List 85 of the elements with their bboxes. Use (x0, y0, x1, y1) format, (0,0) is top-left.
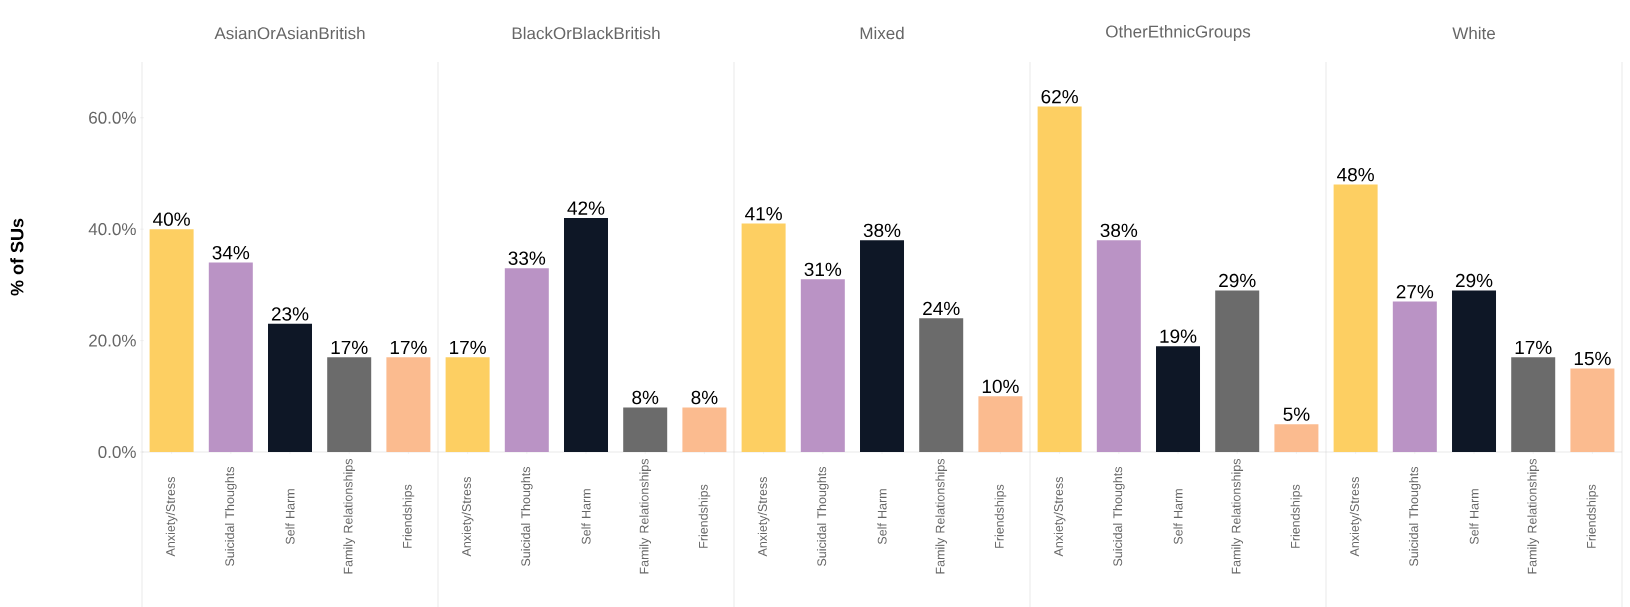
x-tick-label: Anxiety/Stress (1053, 477, 1066, 557)
bar (445, 357, 490, 452)
y-tick-label: 60.0% (89, 111, 136, 124)
data-label: 27% (1396, 285, 1434, 299)
data-label: 10% (982, 379, 1019, 394)
bar (327, 357, 372, 452)
bar (1511, 357, 1556, 452)
x-tick-label: Friendships (1586, 484, 1599, 548)
bar (504, 268, 549, 452)
data-label: 41% (745, 207, 782, 221)
x-tick-label: Suicidal Thoughts (1408, 466, 1421, 566)
bar (1274, 424, 1319, 452)
bar (386, 357, 431, 452)
x-tick-label: Suicidal Thoughts (816, 466, 829, 566)
data-label: 24% (923, 301, 960, 316)
data-label: 17% (331, 340, 368, 355)
data-label: 62% (1041, 89, 1078, 104)
data-label: 31% (804, 262, 842, 277)
bar (1215, 290, 1260, 452)
bar (623, 407, 668, 452)
x-tick-label: Family Relationships (1527, 458, 1540, 574)
bar (564, 218, 608, 452)
bar (1096, 240, 1141, 452)
chart-title: AsianOrAsianBritish (214, 26, 365, 40)
x-tick-label: Friendships (402, 484, 415, 548)
x-tick-label: Self Harm (877, 489, 887, 545)
y-axis-title: % of SUs (10, 218, 24, 296)
chart-title: Mixed (860, 26, 904, 40)
data-label: 5% (1283, 407, 1310, 421)
bar (1452, 290, 1497, 452)
x-tick-label: Self Harm (285, 489, 295, 545)
chart-title: White (1452, 26, 1495, 40)
data-label: 8% (632, 390, 659, 405)
x-tick-label: Anxiety/Stress (461, 477, 474, 557)
data-label: 17% (390, 340, 427, 355)
x-tick-label: Friendships (1290, 484, 1303, 548)
data-label: 23% (271, 307, 309, 321)
x-tick-label: Family Relationships (935, 458, 948, 574)
bar (1392, 301, 1437, 452)
data-label: 48% (1337, 167, 1374, 182)
data-label: 34% (212, 245, 250, 260)
data-label: 17% (450, 340, 486, 355)
x-tick-label: Anxiety/Stress (1349, 477, 1362, 557)
chart-title: BlackOrBlackBritish (512, 26, 660, 40)
bar (1333, 184, 1378, 452)
data-label: 19% (1160, 329, 1197, 343)
bar (268, 323, 312, 452)
x-tick-label: Friendships (994, 484, 1007, 548)
bar (682, 407, 727, 452)
x-tick-label: Anxiety/Stress (165, 477, 178, 557)
data-label: 29% (1455, 273, 1493, 288)
x-tick-label: Family Relationships (639, 458, 652, 574)
x-tick-label: Self Harm (581, 489, 591, 545)
data-label: 38% (863, 223, 901, 238)
bar (1156, 346, 1201, 452)
bar (149, 229, 194, 452)
data-label: 17% (1515, 340, 1552, 355)
x-tick-label: Suicidal Thoughts (520, 466, 533, 566)
data-label: 40% (153, 212, 190, 226)
bar (860, 240, 905, 452)
data-label: 8% (691, 390, 718, 405)
data-label: 15% (1574, 351, 1611, 366)
x-tick-label: Suicidal Thoughts (1112, 466, 1125, 566)
x-tick-label: Self Harm (1173, 489, 1183, 545)
x-tick-label: Self Harm (1469, 489, 1479, 545)
bar (208, 262, 253, 452)
chart-title: OtherEthnicGroups (1106, 25, 1251, 41)
bar (800, 279, 845, 452)
y-tick-label: 0.0% (98, 445, 136, 459)
bar (1570, 368, 1615, 452)
bar (919, 318, 964, 452)
x-tick-label: Family Relationships (343, 459, 356, 574)
data-label: 42% (567, 201, 605, 215)
bar (1037, 106, 1082, 452)
data-label: 38% (1100, 223, 1138, 238)
x-tick-label: Friendships (698, 484, 711, 548)
x-tick-label: Anxiety/Stress (757, 477, 770, 557)
y-tick-label: 40.0% (88, 223, 136, 236)
bar (978, 396, 1023, 452)
x-tick-label: Family Relationships (1231, 458, 1244, 574)
x-tick-label: Suicidal Thoughts (224, 466, 237, 566)
data-label: 33% (508, 251, 546, 265)
data-label: 29% (1219, 273, 1256, 288)
bar (741, 223, 786, 452)
y-tick-label: 20.0% (89, 334, 136, 347)
